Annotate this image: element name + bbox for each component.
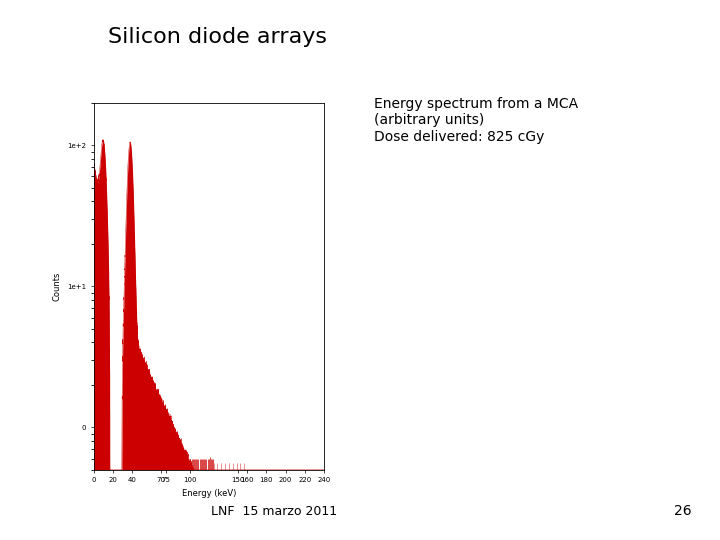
Text: LNF  15 marzo 2011: LNF 15 marzo 2011 — [210, 505, 337, 518]
Text: 26: 26 — [674, 504, 691, 518]
Text: Silicon diode arrays: Silicon diode arrays — [108, 27, 327, 47]
X-axis label: Energy (keV): Energy (keV) — [181, 489, 236, 498]
Y-axis label: Counts: Counts — [53, 272, 61, 301]
Text: Energy spectrum from a MCA
(arbitrary units)
Dose delivered: 825 cGy: Energy spectrum from a MCA (arbitrary un… — [374, 97, 579, 144]
